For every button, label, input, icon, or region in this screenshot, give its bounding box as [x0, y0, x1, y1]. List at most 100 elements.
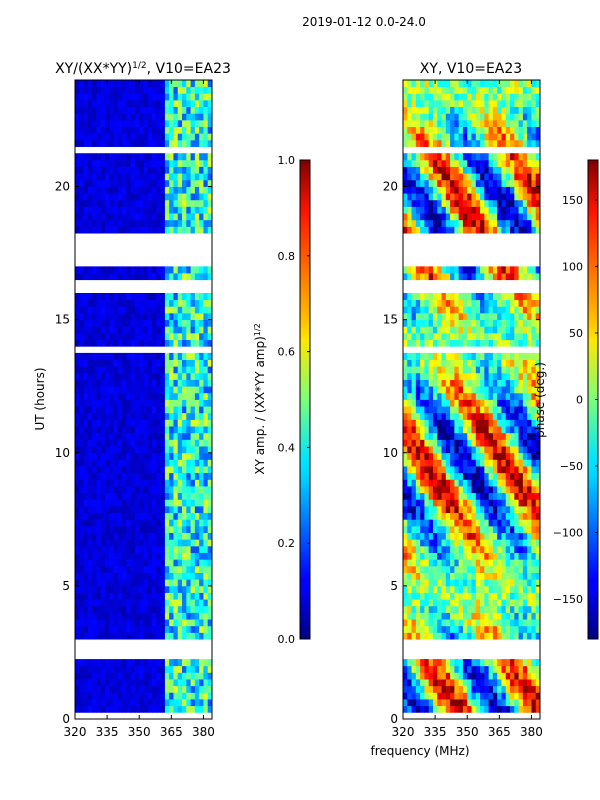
heatmap-cell: [203, 519, 209, 527]
heatmap-cell: [126, 352, 132, 360]
heatmap-cell: [467, 565, 472, 573]
heatmap-cell: [428, 166, 434, 174]
heatmap-cell: [87, 399, 93, 407]
heatmap-cell: [531, 592, 537, 600]
heatmap-cell: [92, 432, 97, 440]
heatmap-cell: [87, 419, 93, 427]
heatmap-cell: [143, 166, 149, 174]
heatmap-cell: [505, 399, 511, 407]
heatmap-cell: [169, 432, 174, 440]
heatmap-cell: [182, 439, 187, 447]
heatmap-cell: [475, 293, 481, 301]
heatmap-cell: [471, 492, 477, 500]
heatmap-cell: [471, 366, 477, 374]
heatmap-cell: [122, 412, 127, 420]
heatmap-cell: [492, 332, 498, 340]
heatmap-cell: [100, 226, 106, 234]
heatmap-cell: [492, 512, 498, 520]
heatmap-cell: [169, 685, 174, 693]
heatmap-cell: [199, 319, 204, 327]
heatmap-cell: [518, 705, 524, 713]
heatmap-cell: [117, 486, 123, 494]
heatmap-cell: [497, 452, 502, 460]
heatmap-cell: [126, 80, 132, 88]
heatmap-cell: [407, 166, 412, 174]
heatmap-cell: [475, 452, 481, 460]
heatmap-cell: [186, 93, 191, 101]
heatmap-cell: [143, 293, 149, 301]
heatmap-cell: [458, 273, 464, 281]
heatmap-cell: [87, 519, 93, 527]
heatmap-cell: [484, 572, 490, 580]
heatmap-cell: [403, 366, 408, 374]
heatmap-cell: [437, 492, 442, 500]
heatmap-cell: [207, 705, 213, 713]
heatmap-cell: [113, 113, 119, 121]
heatmap-cell: [480, 219, 485, 227]
heatmap-cell: [96, 312, 102, 321]
heatmap-cell: [514, 539, 519, 547]
heatmap-cell: [522, 273, 528, 281]
heatmap-cell: [462, 312, 468, 321]
heatmap-cell: [182, 592, 187, 600]
heatmap-cell: [152, 479, 157, 487]
heatmap-cell: [177, 113, 183, 121]
heatmap-cell: [156, 599, 162, 607]
heatmap-cell: [92, 199, 97, 207]
heatmap-cell: [113, 545, 119, 553]
heatmap-cell: [83, 512, 89, 520]
heatmap-cell: [203, 492, 209, 500]
heatmap-cell: [199, 679, 204, 687]
heatmap-cell: [126, 206, 132, 214]
heatmap-cell: [194, 452, 200, 460]
heatmap-cell: [407, 486, 412, 494]
heatmap-cell: [420, 372, 425, 380]
heatmap-cell: [75, 612, 80, 620]
heatmap-cell: [445, 632, 451, 640]
heatmap-cell: [177, 506, 183, 514]
heatmap-cell: [164, 605, 170, 613]
heatmap-cell: [505, 206, 511, 214]
heatmap-cell: [79, 512, 84, 520]
heatmap-cell: [117, 372, 123, 380]
heatmap-cell: [152, 466, 157, 474]
heatmap-cell: [527, 332, 532, 340]
heatmap-cell: [420, 352, 425, 360]
heatmap-cell: [75, 93, 80, 101]
phase-title: XY, V10=EA23: [420, 61, 522, 77]
heatmap-cell: [428, 219, 434, 227]
heatmap-cell: [203, 685, 209, 693]
heatmap-cell: [527, 679, 532, 687]
heatmap-cell: [441, 685, 447, 693]
heatmap-cell: [96, 472, 102, 480]
heatmap-cell: [199, 392, 204, 400]
heatmap-cell: [169, 552, 174, 560]
heatmap-cell: [173, 406, 179, 414]
heatmap-cell: [445, 466, 451, 474]
heatmap-cell: [109, 366, 114, 374]
heatmap-cell: [514, 472, 519, 480]
colorbar-tick-label: 1.0: [278, 154, 296, 167]
heatmap-cell: [450, 672, 455, 680]
heatmap-cell: [96, 512, 102, 520]
heatmap-cell: [87, 466, 93, 474]
heatmap-cell: [100, 459, 106, 467]
heatmap-cell: [169, 672, 174, 680]
heatmap-cell: [462, 692, 468, 700]
heatmap-cell: [471, 406, 477, 414]
heatmap-cell: [177, 672, 183, 680]
heatmap-cell: [139, 472, 144, 480]
heatmap-cell: [113, 559, 119, 567]
heatmap-cell: [190, 692, 196, 700]
heatmap-cell: [488, 699, 494, 707]
heatmap-cell: [134, 572, 140, 580]
heatmap-cell: [152, 419, 157, 427]
heatmap-cell: [96, 565, 102, 573]
heatmap-cell: [403, 619, 408, 627]
heatmap-cell: [411, 559, 417, 567]
heatmap-cell: [186, 486, 191, 494]
heatmap-cell: [467, 519, 472, 527]
heatmap-cell: [510, 599, 515, 607]
heatmap-cell: [190, 372, 196, 380]
heatmap-cell: [445, 273, 451, 281]
